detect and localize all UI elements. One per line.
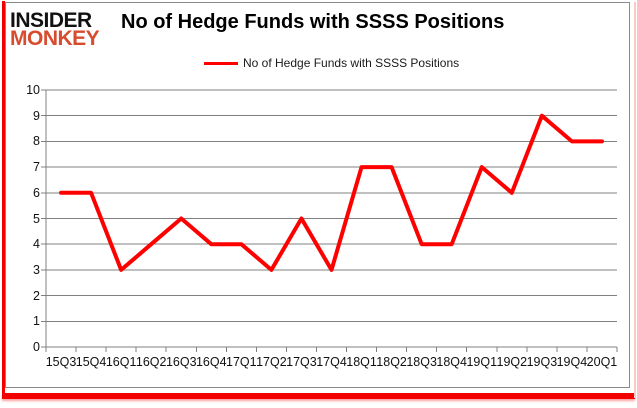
page-frame-bottom	[2, 393, 635, 399]
legend-line-swatch-icon	[204, 61, 238, 65]
y-axis-label: 3	[33, 262, 40, 277]
page-frame-right	[634, 2, 636, 398]
y-axis-label: 2	[33, 288, 40, 303]
legend: No of Hedge Funds with SSSS Positions	[204, 56, 459, 70]
chart-title: No of Hedge Funds with SSSS Positions	[121, 11, 505, 33]
x-axis-label: 20Q1	[586, 355, 618, 369]
logo-line-monkey: MONKEY	[10, 27, 100, 50]
x-axis-label: 15Q3	[45, 355, 77, 369]
y-axis-label: 4	[33, 237, 40, 252]
y-axis-label: 6	[33, 185, 40, 200]
y-axis-label: 9	[33, 108, 40, 123]
x-axis-label: 18Q4	[436, 355, 467, 369]
page-frame-left	[2, 1, 5, 399]
x-axis-label: 18Q2	[376, 355, 407, 369]
y-axis-label: 5	[33, 211, 40, 226]
logo-line-insider: INSIDER	[10, 9, 92, 32]
x-axis-label: 17Q1	[226, 355, 257, 369]
series-line	[59, 113, 604, 272]
x-axis-label: 17Q3	[286, 355, 317, 369]
y-axis-label: 10	[26, 83, 40, 97]
y-axis-label: 0	[33, 340, 40, 354]
x-axis-label: 17Q2	[256, 355, 287, 369]
insider-monkey-logo: INSIDER MONKEY	[10, 9, 100, 50]
x-axis-label: 19Q3	[526, 355, 558, 369]
x-axis-label: 16Q2	[135, 355, 167, 369]
chart-border	[5, 2, 630, 388]
x-axis-label: 18Q3	[406, 355, 437, 369]
y-axis-label: 8	[33, 134, 40, 149]
legend-label: No of Hedge Funds with SSSS Positions	[243, 56, 460, 70]
x-axis-label: 19Q1	[466, 355, 498, 369]
x-axis-label: 17Q4	[316, 355, 347, 369]
x-axis-label: 18Q1	[346, 355, 377, 369]
x-axis-label: 19Q2	[496, 355, 528, 369]
x-axis-label: 15Q4	[75, 355, 107, 369]
x-axis-label: 16Q4	[195, 355, 227, 369]
y-axis-label: 1	[33, 314, 40, 329]
x-axis-label: 16Q1	[105, 355, 137, 369]
y-axis-label: 7	[33, 160, 40, 175]
x-axis-label: 19Q4	[556, 355, 588, 369]
x-axis-label: 16Q3	[165, 355, 197, 369]
